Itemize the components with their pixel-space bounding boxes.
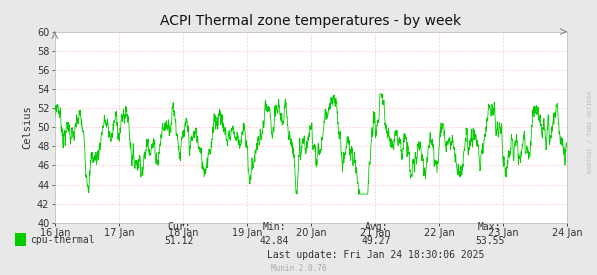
Text: 42.84: 42.84 [260, 236, 290, 246]
Text: 49.27: 49.27 [361, 236, 391, 246]
Text: cpu-thermal: cpu-thermal [30, 235, 94, 245]
Text: 53.55: 53.55 [475, 236, 504, 246]
Text: Cur:: Cur: [167, 222, 191, 232]
Title: ACPI Thermal zone temperatures - by week: ACPI Thermal zone temperatures - by week [161, 14, 461, 28]
Text: RRDTOOL / TOBI OETIKER: RRDTOOL / TOBI OETIKER [588, 91, 593, 173]
Y-axis label: Celsius: Celsius [23, 105, 33, 149]
Text: Munin 2.0.76: Munin 2.0.76 [271, 264, 326, 273]
Text: 51.12: 51.12 [164, 236, 194, 246]
Text: Last update: Fri Jan 24 18:30:06 2025: Last update: Fri Jan 24 18:30:06 2025 [267, 250, 485, 260]
Text: Max:: Max: [478, 222, 501, 232]
Text: Min:: Min: [263, 222, 287, 232]
Text: Avg:: Avg: [364, 222, 388, 232]
